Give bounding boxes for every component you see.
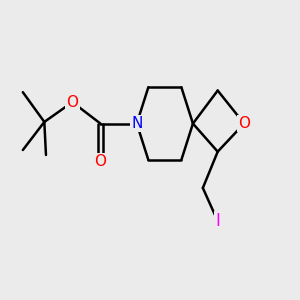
Text: O: O: [66, 94, 78, 110]
Text: O: O: [94, 154, 106, 169]
Text: N: N: [131, 116, 142, 131]
Text: I: I: [215, 212, 220, 230]
Text: O: O: [238, 116, 250, 131]
